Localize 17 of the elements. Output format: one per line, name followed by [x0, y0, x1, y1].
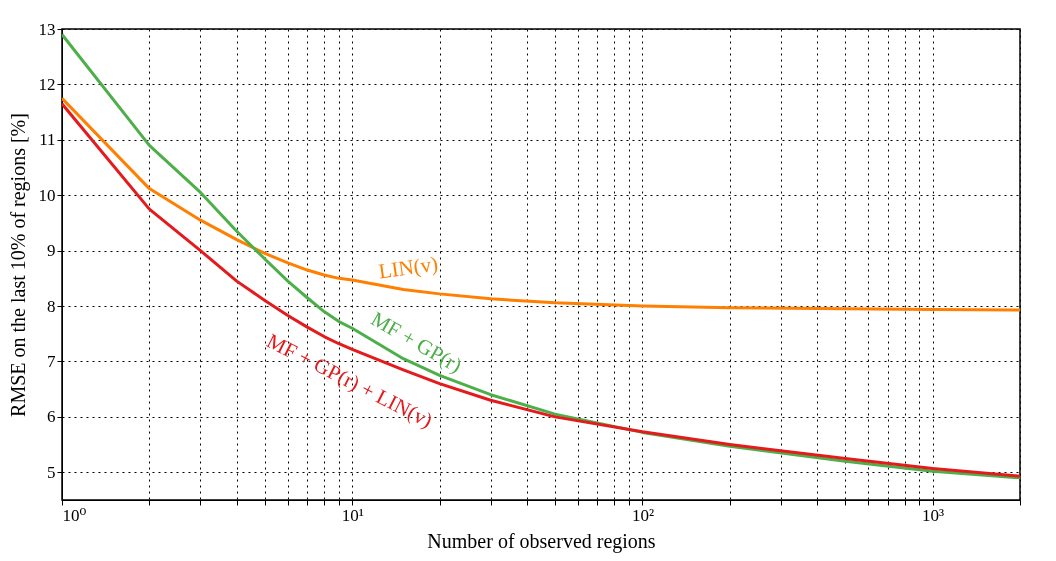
text: MF + GP(r): [366, 306, 466, 378]
x-tick-label: 10¹: [341, 505, 364, 525]
y-tick-label: 11: [39, 130, 56, 150]
x-tick-label: 10⁰: [62, 505, 87, 525]
y-tick-label: 7: [47, 351, 56, 371]
x-axis-title: Number of observed regions: [427, 529, 656, 553]
text: LIN(v): [377, 251, 440, 284]
y-tick-label: 10: [38, 185, 56, 205]
x-tick-label: 10³: [922, 505, 945, 525]
y-axis-title: RMSE on the last 10% of regions [%]: [6, 113, 30, 417]
y-tick-label: 5: [47, 462, 56, 482]
y-tick-label: 12: [38, 74, 56, 94]
y-tick-label: 8: [47, 296, 56, 316]
y-tick-label: 6: [47, 407, 56, 427]
y-tick-label: 13: [38, 19, 56, 39]
y-tick-label: 9: [47, 241, 56, 261]
x-tick-label: 10²: [631, 505, 654, 525]
